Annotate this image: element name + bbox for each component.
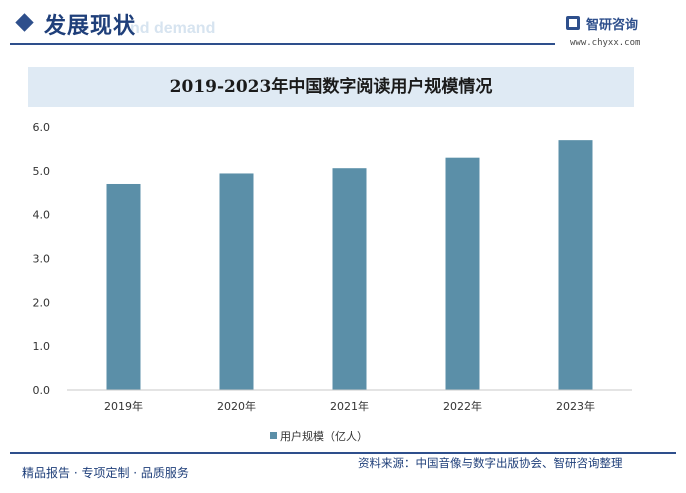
logo-icon <box>566 16 580 30</box>
section-heading: 发展现状 <box>44 14 137 39</box>
heading-watermark: nd demand <box>130 20 216 37</box>
y-tick-label: 6.0 <box>33 121 51 134</box>
x-tick-label: 2021年 <box>330 399 369 413</box>
bar-4 <box>445 157 480 390</box>
y-tick-label: 3.0 <box>33 253 51 266</box>
x-tick-label: 2022年 <box>443 399 482 413</box>
y-axis: 0.0 1.0 2.0 3.0 4.0 5.0 6.0 <box>33 121 51 397</box>
footer-divider <box>10 452 676 454</box>
y-tick-label: 1.0 <box>33 340 51 353</box>
bar-5 <box>558 140 593 390</box>
source-note: 资料来源：中国音像与数字出版协会、智研咨询整理 <box>358 456 623 470</box>
logo-url: www.chyxx.com <box>570 38 641 48</box>
y-tick-label: 0.0 <box>33 384 51 397</box>
y-tick-label: 5.0 <box>33 165 51 178</box>
x-tick-label: 2020年 <box>217 399 256 413</box>
bar-2 <box>219 173 254 390</box>
bars <box>106 140 593 390</box>
chart-title-banner: 2019-2023年中国数字阅读用户规模情况 <box>28 67 634 107</box>
x-axis: 2019年 2020年 2021年 2022年 2023年 <box>104 399 595 413</box>
bar-1 <box>106 183 141 390</box>
logo-name: 智研咨询 <box>586 18 639 33</box>
header: nd demand 发展现状 智研咨询 www.chyxx.com <box>0 0 686 52</box>
bar-chart: 0.0 1.0 2.0 3.0 4.0 5.0 6.0 2019年 2020年 2021年 202… <box>33 121 632 413</box>
legend-swatch <box>270 432 277 439</box>
y-tick-label: 2.0 <box>33 296 51 309</box>
diamond-icon <box>15 13 34 32</box>
x-tick-label: 2019年 <box>104 399 143 413</box>
x-tick-label: 2023年 <box>556 399 595 413</box>
brand-logo: 智研咨询 www.chyxx.com <box>566 14 686 48</box>
y-tick-label: 4.0 <box>33 209 51 222</box>
bar-3 <box>332 168 367 390</box>
chart-title: 2019-2023年中国数字阅读用户规模情况 <box>169 77 493 97</box>
footer-slogan: 精品报告 · 专项定制 · 品质服务 <box>22 466 189 480</box>
header-divider <box>10 43 555 45</box>
legend-label: 用户规模（亿人） <box>280 430 368 443</box>
